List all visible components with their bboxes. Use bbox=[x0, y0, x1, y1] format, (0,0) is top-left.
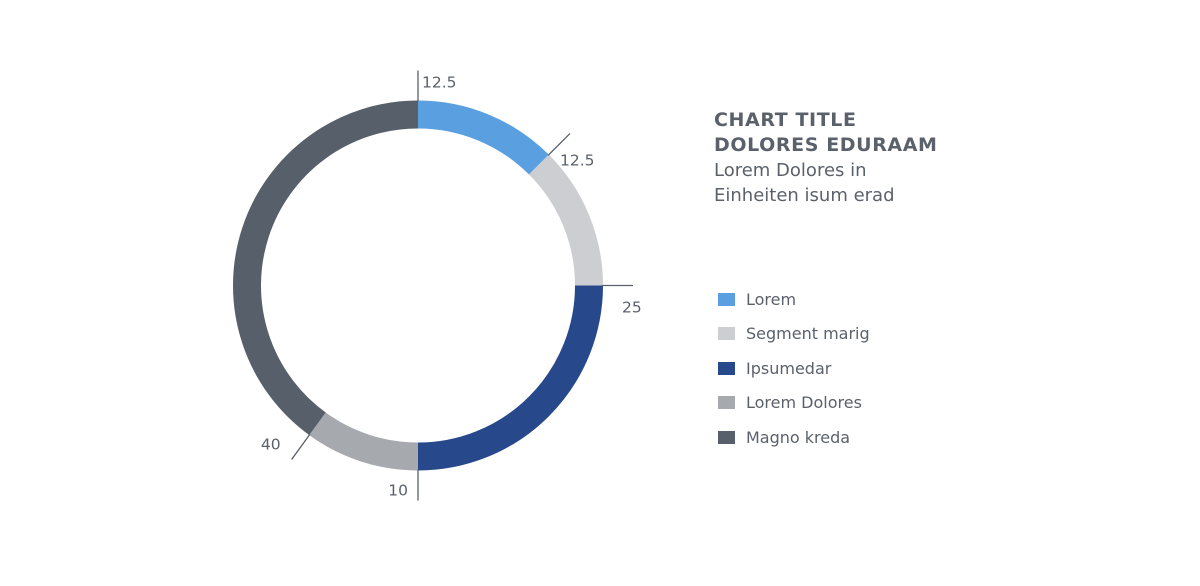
legend-swatch-lorem bbox=[718, 292, 735, 306]
legend-item-ipsumedar: Ipsumedar bbox=[718, 351, 870, 386]
slice-segment-marig bbox=[528, 154, 603, 286]
slice-magno-kreda bbox=[233, 100, 419, 436]
data-label-lorem: 12.5 bbox=[422, 74, 457, 92]
data-label-ipsumedar: 25 bbox=[622, 299, 642, 317]
legend-item-segment-marig: Segment marig bbox=[718, 317, 870, 352]
leader-line-magno-kreda bbox=[291, 433, 311, 460]
legend-swatch-lorem-dolores bbox=[718, 396, 735, 410]
legend-swatch-ipsumedar bbox=[718, 361, 735, 375]
chart-title-line-1: CHART TITLE bbox=[714, 109, 857, 131]
leader-line-segment-marig bbox=[547, 133, 571, 156]
legend-item-lorem-dolores: Lorem Dolores bbox=[718, 386, 870, 421]
data-label-lorem-dolores: 10 bbox=[388, 482, 408, 500]
legend-swatch-segment-marig bbox=[718, 327, 735, 341]
slice-lorem-dolores bbox=[309, 412, 419, 471]
legend-label-magno-kreda: Magno kreda bbox=[746, 427, 851, 447]
legend-label-ipsumedar: Ipsumedar bbox=[746, 358, 832, 378]
slice-ipsumedar bbox=[417, 285, 603, 471]
chart-title-line-2: DOLORES EDURAAM bbox=[714, 134, 938, 156]
legend-label-lorem-dolores: Lorem Dolores bbox=[746, 393, 862, 413]
data-label-magno-kreda: 40 bbox=[261, 435, 281, 453]
chart-subtitle-line-1: Lorem Dolores in bbox=[714, 160, 867, 181]
legend-swatch-magno-kreda bbox=[718, 430, 735, 444]
chart-title-block: CHART TITLE DOLORES EDURAAM Lorem Dolore… bbox=[714, 108, 1044, 208]
data-label-segment-marig: 12.5 bbox=[560, 151, 595, 169]
legend-label-lorem: Lorem bbox=[746, 289, 797, 309]
chart-legend: Lorem Segment marig Ipsumedar Lorem Dolo… bbox=[718, 282, 870, 455]
legend-item-lorem: Lorem bbox=[718, 282, 870, 317]
legend-item-magno-kreda: Magno kreda bbox=[718, 420, 870, 455]
slice-lorem bbox=[417, 100, 549, 175]
legend-label-segment-marig: Segment marig bbox=[746, 324, 870, 344]
chart-subtitle-line-2: Einheiten isum erad bbox=[714, 185, 895, 206]
